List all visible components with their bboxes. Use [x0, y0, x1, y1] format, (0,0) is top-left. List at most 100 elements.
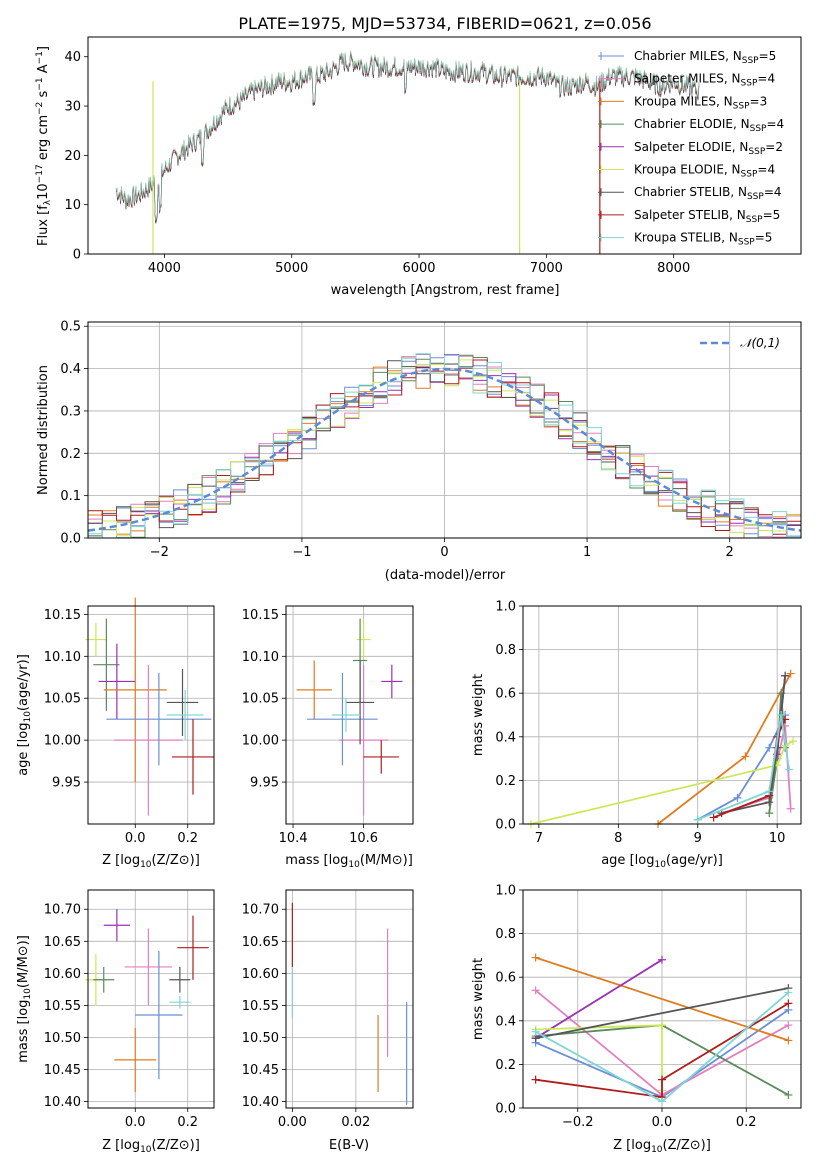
weight-point [765, 743, 774, 752]
histogram-step [88, 359, 801, 539]
age-vs-mass-plot-area: 10.4 10.6 9.95 10.00 10.05 10.10 10.15 [242, 606, 413, 846]
age-vs-z-ylabel: age [log10(age/yr)] [16, 654, 33, 776]
y-tick-label: 0.8 [495, 643, 516, 658]
age-vs-z-frame [87, 605, 215, 825]
weight-vs-age-plot-area: 7 8 9 10 0.0 0.2 0.4 0.6 0.8 1.0 [495, 600, 801, 846]
residual-legend: 𝒩(0,1) [700, 336, 780, 350]
legend-label: Salpeter MILES, NSSP=4 [634, 72, 775, 89]
x-tick-label: 0.2 [736, 1115, 757, 1130]
y-tick-label: 0.5 [60, 320, 81, 335]
x-tick-label: 10.6 [349, 831, 378, 846]
y-tick-label: 0.0 [495, 818, 516, 833]
y-tick-label: 0.0 [60, 532, 81, 547]
legend-label: Chabrier ELODIE, NSSP=4 [634, 117, 784, 134]
weight-point [784, 1090, 793, 1099]
weight-vs-z-ylabel: mass weight [471, 958, 486, 1040]
weight-point [658, 1021, 666, 1030]
weight-point [733, 793, 742, 802]
weight-point [658, 1075, 666, 1084]
y-tick-label: 10.10 [242, 650, 279, 665]
x-tick-label: 2 [726, 545, 734, 560]
legend-label: Kroupa ELODIE, NSSP=4 [634, 163, 775, 180]
x-tick-label: 0.02 [341, 1115, 370, 1130]
y-tick-label: 0.2 [495, 774, 516, 789]
y-tick-label: 10.40 [44, 1095, 81, 1110]
age-vs-z-plot-area: 0.0 0.2 9.95 10.00 10.05 10.10 10.15 [44, 597, 214, 846]
legend-label: Kroupa STELIB, NSSP=5 [634, 231, 772, 248]
normal-curve [87, 367, 802, 532]
mass-vs-z-frame [87, 889, 215, 1109]
x-tick-label: 10.4 [279, 831, 308, 846]
mass-vs-ebv-plot-area: 0.00 0.02 10.40 10.45 10.50 10.55 10.60 10.65 10… [242, 890, 413, 1130]
weight-point [765, 787, 774, 796]
y-tick-label: 10.60 [44, 967, 81, 982]
residual-plot-area: −2 −1 0 1 2 0.0 0.1 0.2 0.3 0.4 0.5 [60, 320, 802, 560]
histogram-step [88, 359, 801, 535]
weight-point [786, 669, 795, 678]
y-tick-label: 10.60 [242, 967, 279, 982]
x-tick-label: 8 [614, 831, 622, 846]
weight-point [777, 711, 786, 719]
y-tick-label: 0.6 [495, 687, 516, 702]
y-tick-label: 10.65 [242, 935, 279, 950]
y-tick-label: 10.50 [242, 1031, 279, 1046]
x-tick-label: 7 [535, 831, 543, 846]
age-vs-z-xlabel: Z [log10(Z/Z⊙)] [102, 853, 200, 870]
y-tick-label: 10.70 [44, 903, 81, 918]
spectrum-xlabel: wavelength [Angstrom, rest frame] [331, 283, 560, 298]
mass-vs-ebv-frame [285, 889, 414, 1109]
y-tick-label: 10.15 [44, 608, 81, 623]
weight-point [784, 999, 793, 1008]
weight-vs-z-xlabel: Z [log10(Z/Z⊙)] [613, 1138, 711, 1155]
weight-point [784, 988, 793, 997]
weight-point [531, 986, 540, 995]
weight-point [658, 1097, 666, 1106]
y-tick-label: 1.0 [495, 884, 516, 899]
x-tick-label: 0.2 [177, 831, 198, 846]
weight-point [786, 804, 795, 813]
weight-point [765, 809, 774, 818]
x-tick-label: 10 [769, 831, 786, 846]
legend-label: Chabrier MILES, NSSP=5 [634, 49, 776, 66]
y-tick-label: 0.0 [495, 1102, 516, 1117]
residual-frame [87, 321, 802, 539]
weight-point [781, 671, 790, 680]
weight-point [658, 955, 666, 964]
weight-point [785, 765, 794, 774]
x-tick-label: 0.2 [177, 1115, 198, 1130]
y-tick-label: 10.65 [44, 935, 81, 950]
weight-point [789, 737, 798, 746]
y-tick-label: 10.55 [242, 999, 279, 1014]
x-tick-label: 0.00 [278, 1115, 307, 1130]
x-tick-label: −0.2 [562, 1115, 594, 1130]
y-tick-label: 0.2 [495, 1058, 516, 1073]
spectrum-series-line [115, 50, 700, 221]
y-tick-label: 0.4 [495, 730, 516, 745]
age-vs-mass-xlabel: mass [log10(M/M⊙)] [285, 853, 413, 870]
legend-label: Kroupa MILES, NSSP=3 [634, 94, 767, 111]
y-tick-label: 10.15 [242, 608, 279, 623]
weight-series-line [535, 959, 663, 1039]
spectrum-ylabel: Flux [fλ10−17 erg cm−2 s−1 A−1] [35, 46, 53, 246]
x-tick-label: 8000 [657, 261, 690, 276]
mass-vs-z-ylabel: mass [log10(M/M⊙)] [16, 935, 33, 1063]
x-tick-label: 0.0 [652, 1115, 673, 1130]
weight-series-line [535, 1002, 789, 1099]
weight-series-line [535, 956, 789, 1042]
legend-label: Salpeter STELIB, NSSP=5 [634, 208, 780, 225]
y-tick-label: 10.05 [242, 692, 279, 707]
y-tick-label: 0.4 [495, 1014, 516, 1029]
y-tick-label: 0.6 [495, 971, 516, 986]
weight-vs-age-ylabel: mass weight [471, 674, 486, 756]
y-tick-label: 10.40 [242, 1095, 279, 1110]
y-tick-label: 0.2 [60, 447, 81, 462]
spectrum-frame [87, 36, 802, 255]
x-tick-label: 0.0 [125, 831, 146, 846]
y-tick-label: 9.95 [52, 776, 81, 791]
y-tick-label: 0 [73, 248, 81, 263]
weight-vs-age-frame [522, 605, 802, 825]
weight-series-line [530, 740, 794, 825]
y-tick-label: 0.8 [495, 927, 516, 942]
weight-point [741, 752, 750, 761]
